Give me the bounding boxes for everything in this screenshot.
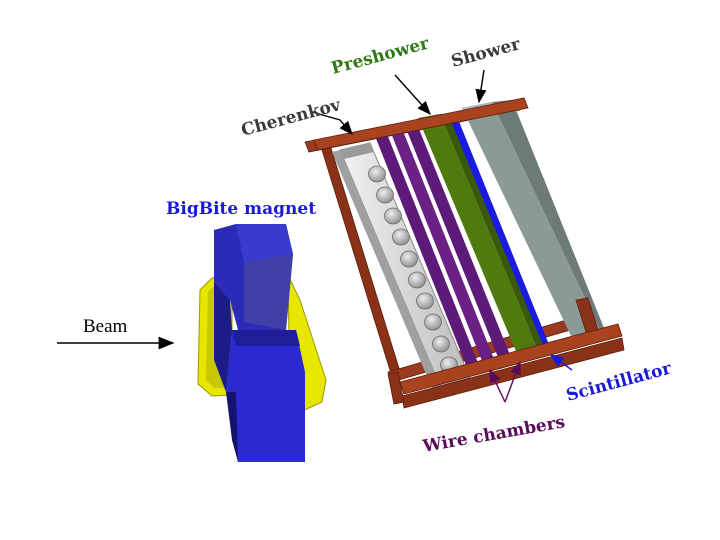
- wire-chambers-arrow-2: [504, 360, 521, 403]
- pmt: [416, 292, 434, 310]
- frame-right-post: [575, 297, 599, 333]
- pmt: [424, 313, 442, 331]
- beam-label: Beam: [83, 316, 128, 337]
- frame-left-post: [387, 371, 405, 405]
- preshower-label: Preshower: [329, 33, 432, 79]
- wire-chambers-arrow-1: [489, 368, 506, 403]
- pmt: [368, 165, 386, 183]
- pmt: [384, 207, 402, 225]
- pmt: [432, 335, 450, 353]
- preshower-block: [418, 114, 538, 356]
- cherenkov-label: Cherenkov: [239, 95, 344, 141]
- scintillator-arrow: [549, 354, 573, 371]
- wire-chamber-2: [389, 126, 496, 366]
- preshower-arrow: [394, 74, 431, 116]
- pmt: [392, 228, 410, 246]
- scintillator-label: Scintillator: [564, 358, 674, 405]
- cherenkov-pmts: [368, 165, 458, 374]
- frame-front-bottom-rail: [399, 323, 623, 395]
- shower-arrow: [475, 69, 487, 104]
- pmt: [400, 250, 418, 268]
- pmt: [376, 186, 394, 204]
- scintillator-plane: [448, 114, 552, 354]
- detector-stack: [304, 97, 625, 409]
- wire-chamber-1: [373, 129, 480, 370]
- wire-chambers-label: Wire chambers: [420, 412, 566, 457]
- cherenkov-arrow: [311, 111, 353, 136]
- frame-front-top-rail: [313, 97, 529, 151]
- shower-block: [462, 102, 600, 338]
- magnet-yoke-bottom: [226, 330, 305, 462]
- bigbite-magnet: [197, 224, 327, 462]
- magnet-label: BigBite magnet: [166, 199, 316, 219]
- wire-chamber-3: [405, 124, 512, 362]
- pmt: [408, 271, 426, 289]
- shower-label: Shower: [449, 34, 523, 72]
